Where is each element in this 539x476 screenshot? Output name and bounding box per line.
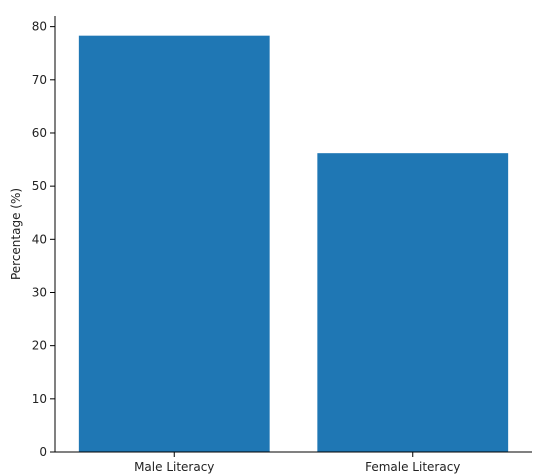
bar-male-literacy bbox=[78, 35, 270, 453]
y-tick-label: 20 bbox=[32, 339, 47, 353]
y-tick-label: 80 bbox=[32, 20, 47, 34]
bar-female-literacy bbox=[317, 153, 509, 452]
y-tick-label: 50 bbox=[32, 179, 47, 193]
y-axis-ticks: 0 10 20 30 40 50 60 70 80 bbox=[32, 20, 55, 459]
y-tick-label: 60 bbox=[32, 126, 47, 140]
x-tick-label: Female Literacy bbox=[365, 460, 460, 474]
y-tick-label: 40 bbox=[32, 232, 47, 246]
x-tick-label: Male Literacy bbox=[134, 460, 214, 474]
y-axis-label: Percentage (%) bbox=[9, 188, 23, 280]
y-tick-label: 10 bbox=[32, 392, 47, 406]
y-tick-label: 70 bbox=[32, 73, 47, 87]
bars-group bbox=[78, 35, 509, 453]
y-tick-label: 30 bbox=[32, 285, 47, 299]
y-tick-label: 0 bbox=[39, 445, 47, 459]
x-axis-ticks: Male Literacy Female Literacy bbox=[134, 452, 460, 474]
